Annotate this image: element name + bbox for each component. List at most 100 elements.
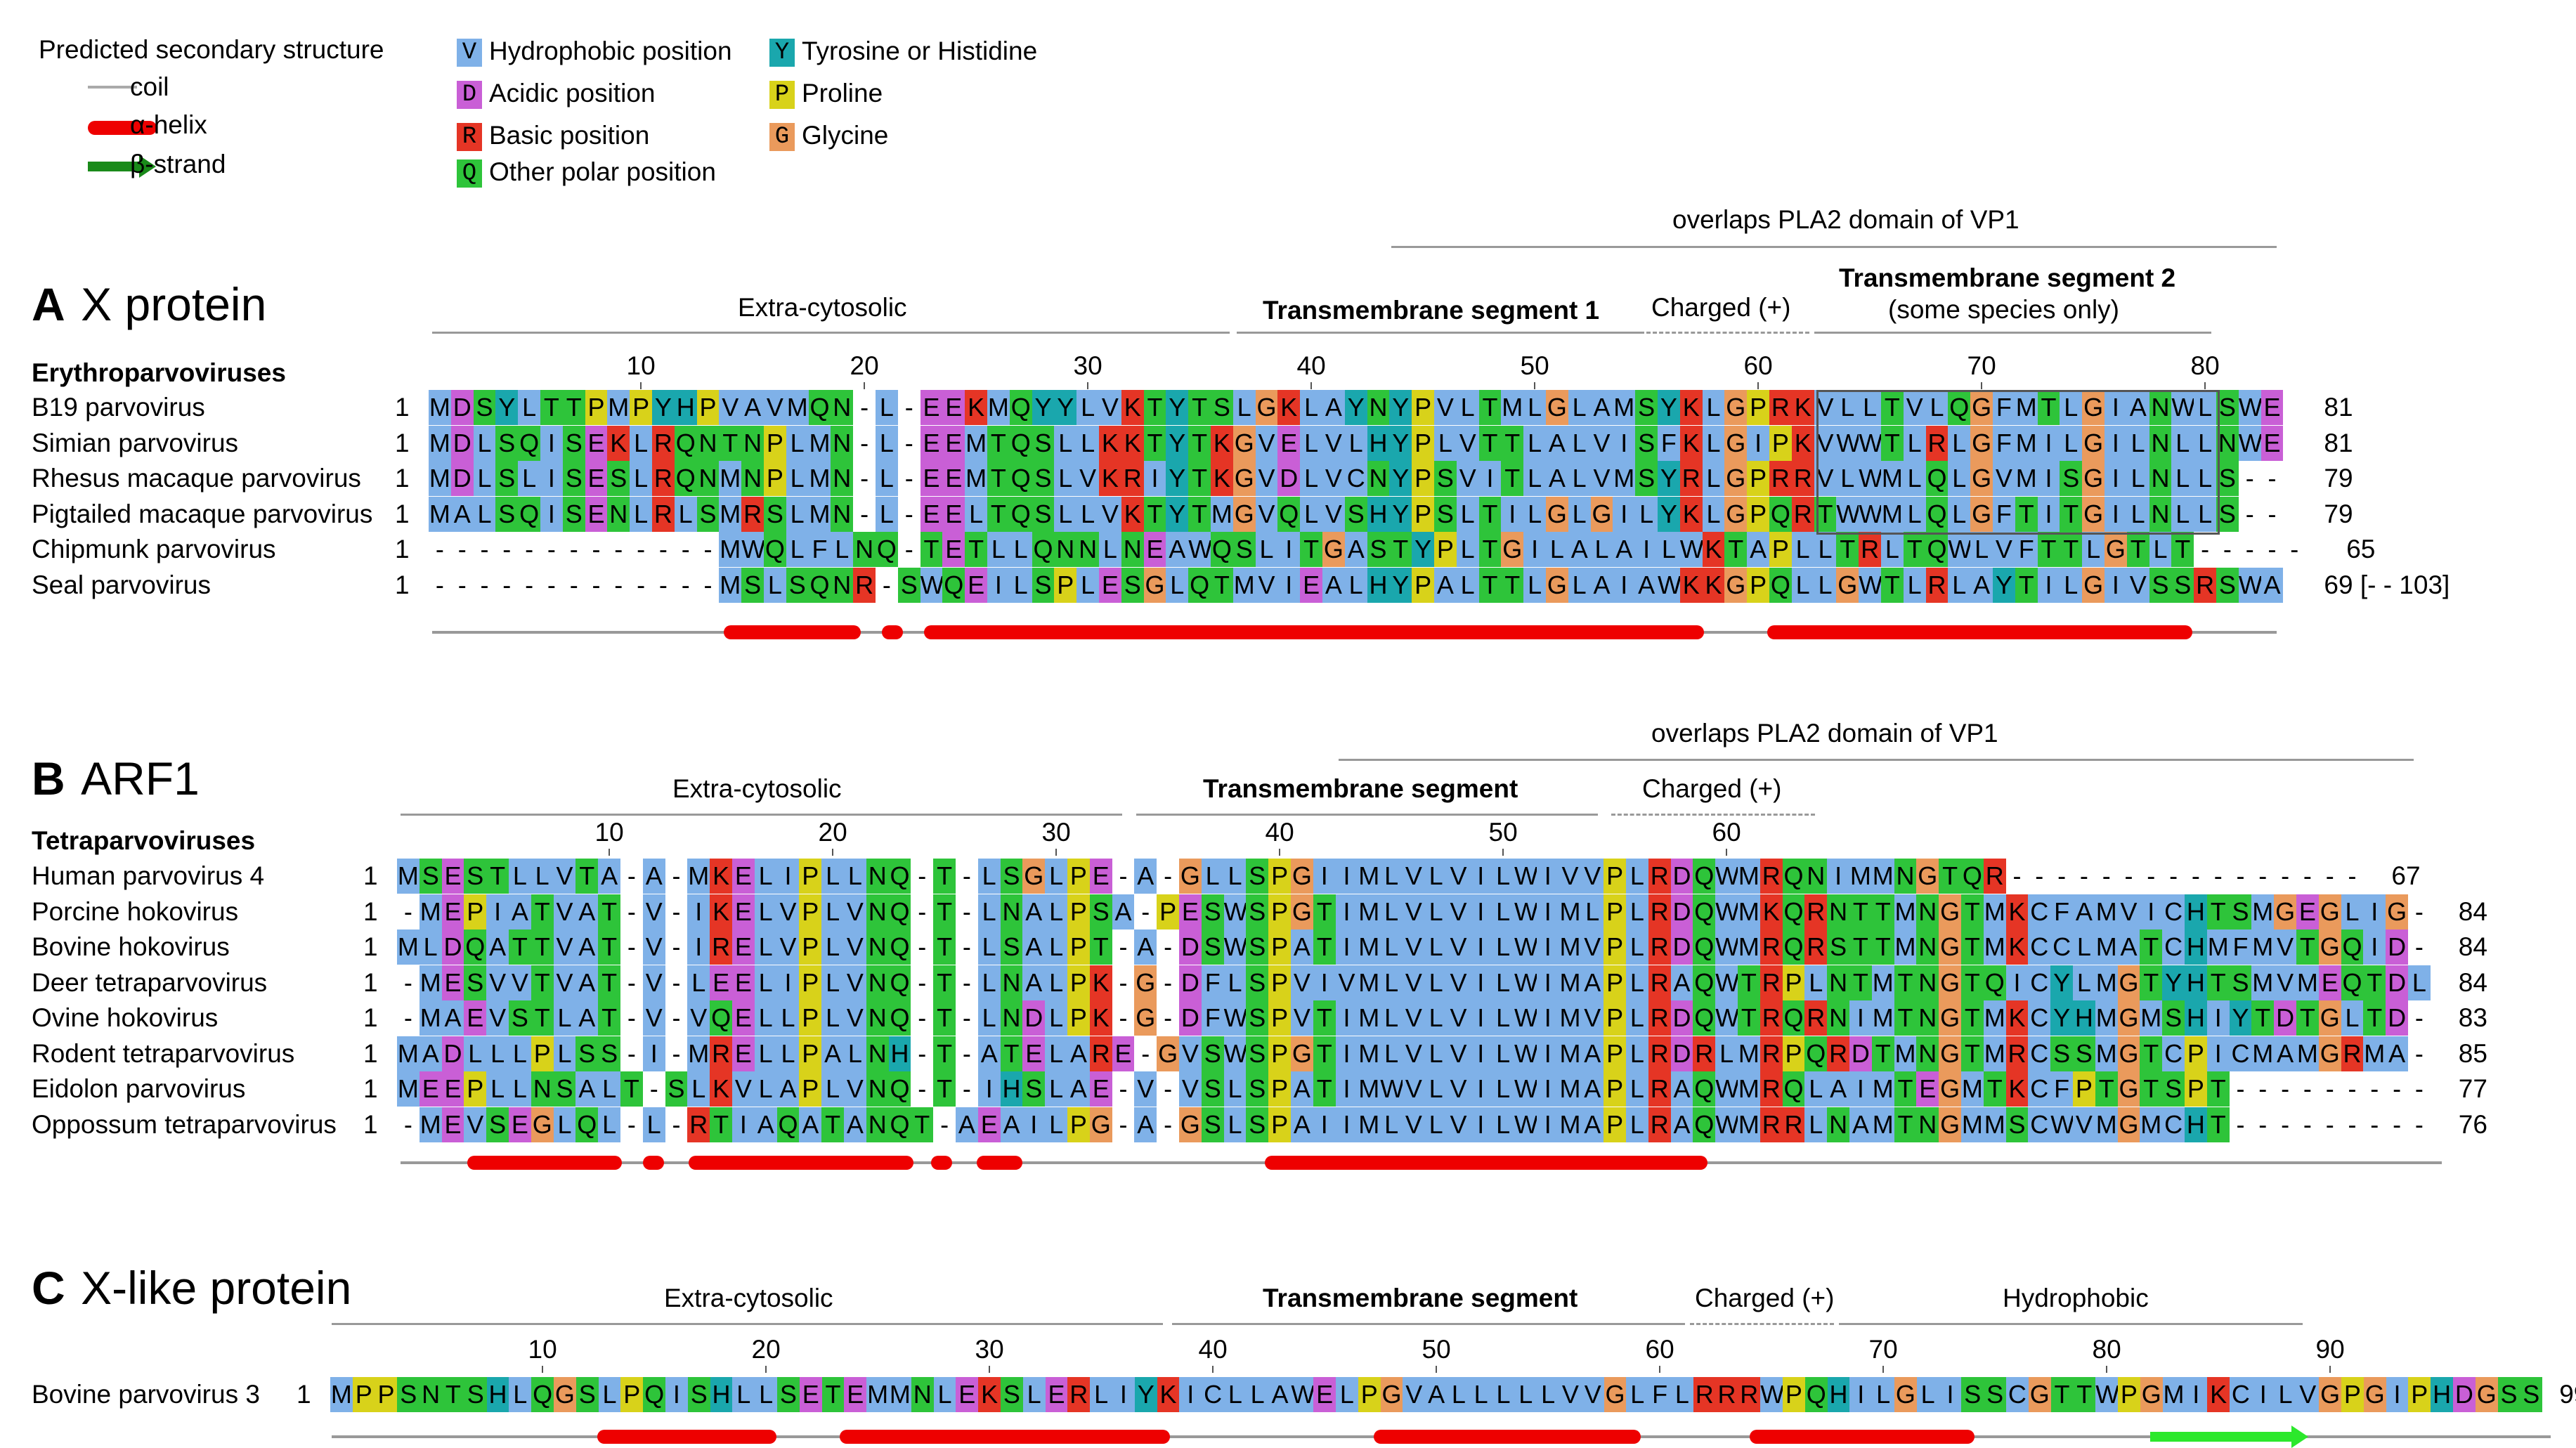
residue: N (1916, 1036, 1939, 1071)
residue: N (1367, 390, 1390, 425)
residue: D (1670, 1036, 1693, 1071)
residue: T (2015, 496, 2038, 532)
residue: L (1255, 532, 1278, 567)
residue: V (1590, 425, 1613, 461)
residue: L (1380, 930, 1403, 965)
residue: - (940, 1109, 949, 1139)
tick-label: 10 (528, 1335, 557, 1364)
residue: L (1903, 425, 1926, 461)
residue: - (502, 570, 512, 599)
residue: A (1134, 1107, 1157, 1142)
residue: L (2194, 425, 2216, 461)
residue: I (2037, 425, 2060, 461)
residue: W (1223, 930, 1248, 965)
residue: S (562, 425, 585, 461)
sequence-end: 99 (2559, 1380, 2576, 1409)
residue: M (397, 1036, 419, 1071)
sequence-end: 84 (2458, 967, 2487, 997)
residue: Q (1769, 567, 1792, 603)
residue: I (1939, 1377, 1962, 1412)
residue: T (911, 1107, 934, 1142)
residue: S (1000, 930, 1023, 965)
residue: I (1469, 859, 1492, 894)
residue: A (1568, 532, 1591, 567)
residue: M (2015, 425, 2038, 461)
residue: L (1626, 1071, 1648, 1107)
residue: T (2140, 965, 2163, 1000)
residue: S (2171, 567, 2194, 603)
residue: Q (888, 1107, 911, 1142)
residue: P (2073, 1071, 2095, 1107)
residue: L (977, 894, 1001, 930)
residue: V (1559, 1377, 1582, 1412)
residue: V (1255, 496, 1278, 532)
panel-b-overlap-label: overlaps PLA2 domain of VP1 (1651, 719, 1998, 748)
residue: A (598, 859, 620, 894)
residue: G (1143, 567, 1166, 603)
tick-mark (1659, 1366, 1661, 1373)
residue: V (1099, 390, 1121, 425)
residue: R (1804, 894, 1828, 930)
residue: T (1478, 532, 1502, 567)
residue: L (1492, 1107, 1514, 1142)
residue: L (776, 1036, 800, 1071)
residue: Q (1188, 567, 1211, 603)
legend-swatch-1: D (457, 81, 482, 110)
residue: V (1993, 532, 2015, 567)
residue: - (403, 967, 412, 997)
residue: L (2341, 894, 2364, 930)
residue: M (687, 1036, 710, 1071)
residue: S (464, 965, 487, 1000)
residue: S (2162, 1071, 2185, 1107)
legend-swatch-3: Q (457, 159, 482, 188)
residue: P (1412, 390, 1434, 425)
residue: Q (643, 1377, 665, 1412)
residue: - (962, 1074, 971, 1103)
residue: T (1389, 532, 1412, 567)
helix-segment (931, 1156, 952, 1170)
residue: I (2386, 1377, 2409, 1412)
residue: A (509, 894, 531, 930)
residue: V (2274, 930, 2296, 965)
residue: Q (1782, 1071, 1805, 1107)
residue: L (1009, 532, 1032, 567)
residue: L (509, 1036, 531, 1071)
residue: I (1536, 965, 1559, 1000)
residue: W (920, 567, 944, 603)
residue: E (419, 1071, 442, 1107)
residue: I (1313, 965, 1336, 1000)
residue: T (2060, 496, 2083, 532)
residue: M (2140, 1107, 2163, 1142)
residue: - (525, 570, 534, 599)
residue: N (1121, 532, 1144, 567)
sequence-name: Oppossum tetraparvovirus (32, 1109, 337, 1139)
residue: S (1961, 1377, 1984, 1412)
residue: G (2363, 1377, 2386, 1412)
residue: L (977, 1000, 1001, 1036)
residue: - (614, 570, 623, 599)
panel-c-region-hydrophobic: Hydrophobic (2003, 1284, 2149, 1312)
residue: N (866, 894, 889, 930)
residue: - (2258, 861, 2268, 890)
residue: G (2319, 1377, 2341, 1412)
residue: S (1246, 1036, 1269, 1071)
residue: M (419, 1107, 442, 1142)
residue: T (933, 1036, 956, 1071)
residue: T (1939, 859, 1961, 894)
residue: S (1344, 496, 1367, 532)
residue: V (844, 894, 866, 930)
residue: N (1916, 1000, 1939, 1036)
residue: L (1626, 1036, 1648, 1071)
sequence-start: 1 (297, 1380, 311, 1409)
residue: I (2206, 1000, 2230, 1036)
residue: L (1456, 567, 1479, 603)
residue: L (1804, 1107, 1828, 1142)
residue: G (1232, 496, 1256, 532)
residue: T (1836, 532, 1859, 567)
residue: A (741, 390, 764, 425)
residue: V (1590, 461, 1613, 496)
residue: G (1134, 965, 1157, 1000)
residue: L (844, 859, 866, 894)
